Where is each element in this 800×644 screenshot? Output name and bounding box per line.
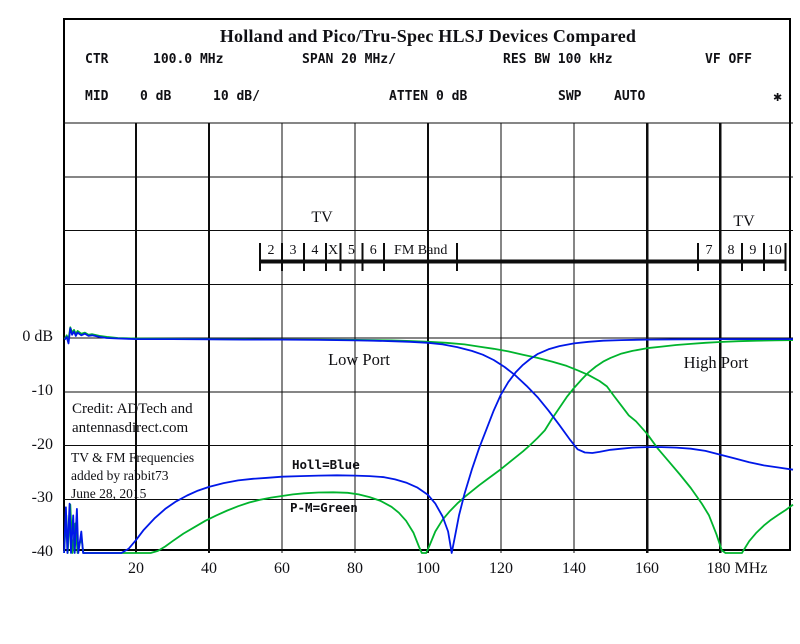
- field-vf: VF OFF: [705, 52, 752, 67]
- field-mid-value: 0 dB: [140, 89, 172, 104]
- credit-line-1: Credit: ADTech and: [72, 401, 193, 417]
- y-tick-label: -30: [31, 489, 53, 507]
- note-line-2: added by rabbit73: [71, 468, 169, 483]
- credit-text: Credit: ADTech and antennasdirect.com: [72, 400, 193, 438]
- tv-band-label-right: TV: [733, 213, 755, 230]
- x-tick-label: 60: [274, 560, 290, 577]
- legend-pm-green: P-M=Green: [290, 500, 358, 515]
- field-ctr-label: CTR: [85, 52, 109, 67]
- field-res-bw: RES BW 100 kHz: [503, 52, 613, 67]
- high-port-label: High Port: [683, 353, 749, 372]
- asterisk-marker: ✱: [773, 91, 783, 104]
- y-tick-label: -20: [31, 435, 53, 453]
- x-tick-label: 80: [347, 560, 363, 577]
- x-tick-label: 180 MHz: [706, 560, 768, 577]
- note-line-3: June 28, 2015: [71, 486, 147, 501]
- field-mid-label: MID: [85, 89, 109, 104]
- legend-holland-blue: Holl=Blue: [292, 457, 360, 472]
- x-tick-label: 160: [635, 560, 659, 577]
- low-port-label: Low Port: [328, 350, 390, 369]
- field-swp-value: AUTO: [614, 89, 646, 104]
- note-line-1: TV & FM Frequencies: [71, 450, 195, 465]
- x-tick-label: 40: [201, 560, 217, 577]
- credit-line-2: antennasdirect.com: [72, 420, 189, 436]
- x-tick-label: 100: [416, 560, 440, 577]
- field-db-per-div: 10 dB/: [213, 89, 260, 104]
- x-tick-label: 140: [562, 560, 586, 577]
- field-ctr-value: 100.0 MHz: [153, 52, 224, 67]
- tv-band-label-left: TV: [311, 209, 333, 226]
- field-atten: ATTEN 0 dB: [389, 89, 468, 104]
- x-tick-label: 120: [489, 560, 513, 577]
- chart-title: Holland and Pico/Tru-Spec HLSJ Devices C…: [219, 26, 637, 46]
- y-tick-label: 0 dB: [22, 328, 53, 345]
- field-swp-label: SWP: [558, 89, 582, 104]
- note-text: TV & FM Frequencies added by rabbit73 Ju…: [71, 449, 194, 503]
- y-tick-label: -40: [31, 543, 53, 560]
- x-tick-label: 20: [128, 560, 144, 577]
- y-tick-label: -10: [31, 381, 53, 399]
- field-span: SPAN 20 MHz/: [302, 52, 396, 67]
